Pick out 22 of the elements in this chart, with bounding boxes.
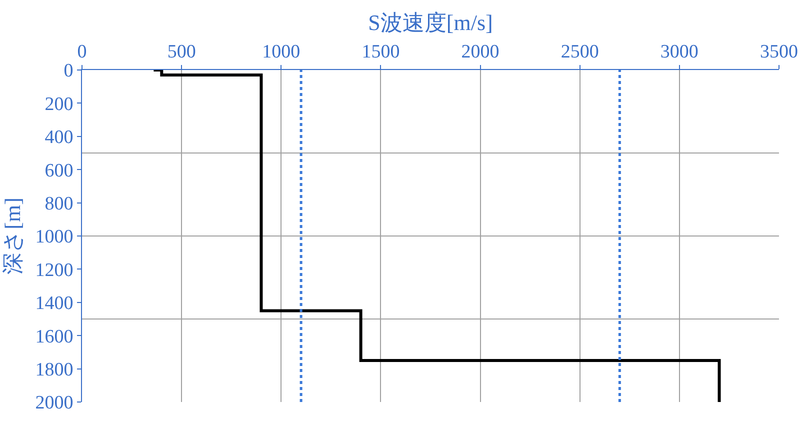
x-tick-label: 3500 — [760, 41, 798, 62]
y-tick-label: 600 — [44, 160, 74, 182]
line-series — [152, 70, 721, 402]
x-tick-label: 1500 — [362, 41, 400, 62]
x-tick-label: 0 — [77, 41, 87, 62]
y-tick-label: 200 — [44, 94, 74, 115]
y-tick-label: 1600 — [35, 326, 74, 348]
y-tick-label: 400 — [44, 127, 74, 148]
x-tick-label: 3000 — [660, 41, 698, 62]
y-tick-label: 1000 — [35, 226, 74, 248]
x-tick-label: 1000 — [262, 41, 300, 62]
x-tick-label: 2500 — [560, 41, 599, 62]
x-tick-label: 500 — [167, 41, 196, 62]
y-tick-label: 1400 — [35, 293, 74, 314]
x-tick-label: 2000 — [461, 41, 500, 62]
x-axis-title: S波速度[m/s] — [368, 10, 493, 36]
y-tick-label: 1200 — [35, 260, 74, 281]
y-tick-label: 0 — [64, 60, 74, 82]
y-tick-label: 1800 — [35, 359, 74, 380]
y-axis-title: 深さ[m] — [0, 198, 25, 274]
y-tick-label: 2000 — [35, 392, 74, 414]
y-tick-label: 800 — [44, 193, 74, 214]
